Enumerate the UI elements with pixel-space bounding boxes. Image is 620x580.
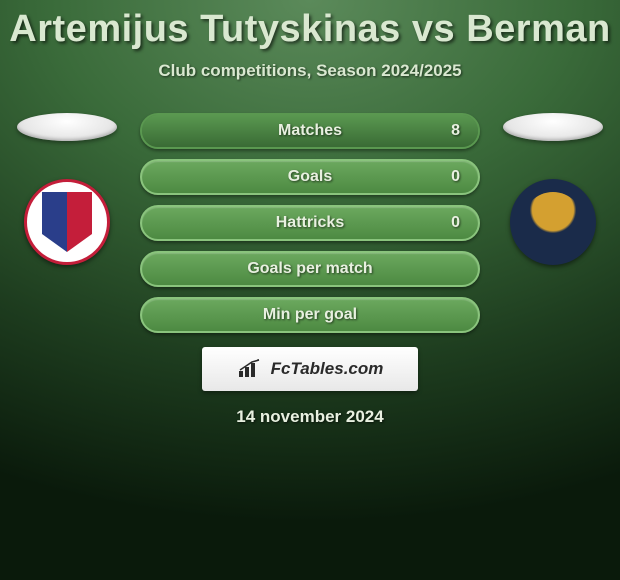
right-column bbox=[498, 113, 608, 265]
logo-text: FcTables.com bbox=[271, 359, 384, 379]
club-badge-left bbox=[24, 179, 110, 265]
page-title: Artemijus Tutyskinas vs Berman bbox=[0, 8, 620, 51]
club-badge-right bbox=[510, 179, 596, 265]
stat-pill-gpm: Goals per match bbox=[140, 251, 480, 287]
stat-pill-matches: Matches 8 bbox=[140, 113, 480, 149]
oval-placeholder-left bbox=[17, 113, 117, 141]
site-logo: FcTables.com bbox=[202, 347, 418, 391]
stat-label: Matches bbox=[278, 122, 342, 140]
stat-label: Goals per match bbox=[247, 260, 372, 278]
stats-column: Matches 8 Goals 0 Hattricks 0 Goals per … bbox=[140, 113, 480, 333]
circle-crest-icon bbox=[523, 192, 583, 252]
stat-value: 0 bbox=[451, 168, 460, 186]
stat-value: 0 bbox=[451, 214, 460, 232]
stat-pill-mpg: Min per goal bbox=[140, 297, 480, 333]
page-subtitle: Club competitions, Season 2024/2025 bbox=[0, 61, 620, 81]
stat-label: Min per goal bbox=[263, 306, 357, 324]
stat-pill-goals: Goals 0 bbox=[140, 159, 480, 195]
stat-pill-hattricks: Hattricks 0 bbox=[140, 205, 480, 241]
left-column bbox=[12, 113, 122, 265]
content-wrapper: Artemijus Tutyskinas vs Berman Club comp… bbox=[0, 0, 620, 427]
bar-chart-icon bbox=[237, 359, 265, 379]
date-label: 14 november 2024 bbox=[0, 407, 620, 427]
oval-placeholder-right bbox=[503, 113, 603, 141]
stat-value: 8 bbox=[451, 122, 460, 140]
shield-icon bbox=[42, 192, 92, 252]
stat-label: Hattricks bbox=[276, 214, 344, 232]
stat-label: Goals bbox=[288, 168, 332, 186]
main-row: Matches 8 Goals 0 Hattricks 0 Goals per … bbox=[0, 113, 620, 333]
